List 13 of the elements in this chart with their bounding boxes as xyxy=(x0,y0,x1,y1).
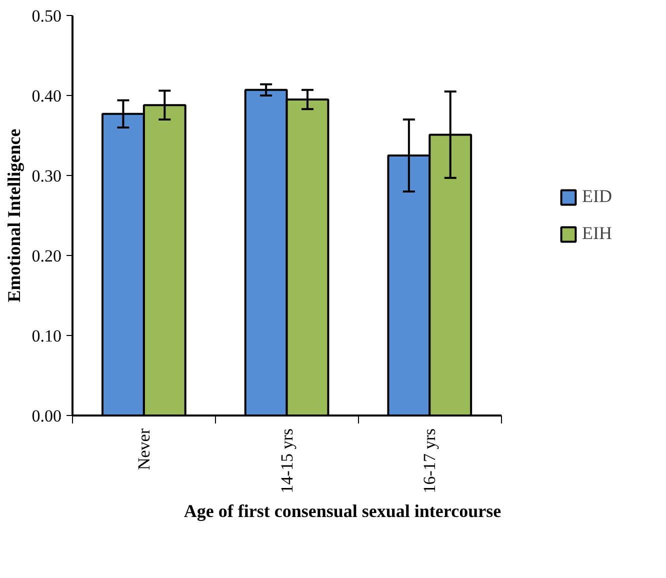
y-tick-label: 0.30 xyxy=(32,166,62,186)
y-tick-label: 0.10 xyxy=(32,326,62,346)
y-tick-label: 0.00 xyxy=(32,406,62,426)
y-tick-label: 0.20 xyxy=(32,246,62,266)
legend-label: EID xyxy=(582,186,612,207)
y-tick-label: 0.40 xyxy=(32,86,62,106)
x-tick-label: Never xyxy=(134,428,154,470)
x-axis-title: Age of first consensual sexual intercourse xyxy=(184,501,502,522)
x-tick-label: 14-15 yrs xyxy=(277,428,296,494)
x-tick-label: 16-17 yrs xyxy=(420,428,440,494)
legend-label: EIH xyxy=(582,223,612,244)
y-axis-title: Emotional Intelligence xyxy=(4,128,24,302)
y-tick-label: 0.50 xyxy=(32,6,62,26)
